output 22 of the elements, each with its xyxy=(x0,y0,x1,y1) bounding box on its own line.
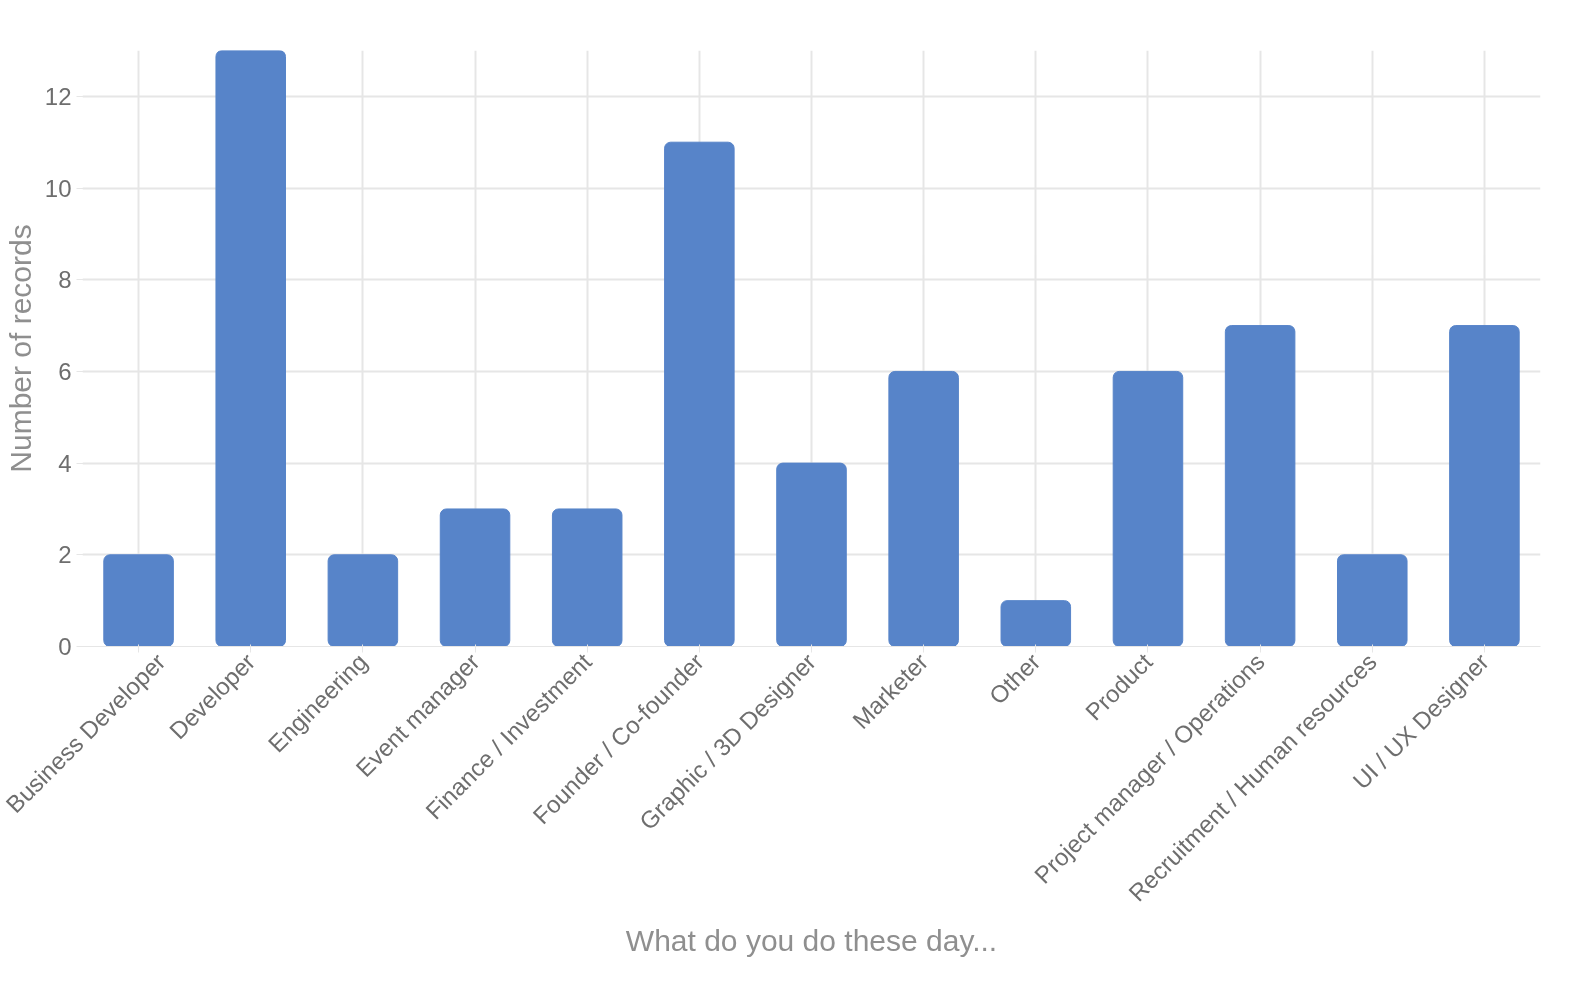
y-tick-label: 0 xyxy=(58,633,72,660)
bar xyxy=(1337,554,1408,647)
bar xyxy=(1000,600,1072,647)
y-tick-label: 6 xyxy=(58,357,72,385)
y-tick-label: 4 xyxy=(58,449,72,477)
y-tick-label: 10 xyxy=(44,174,72,202)
bar xyxy=(664,141,735,647)
bar xyxy=(215,50,286,647)
bar xyxy=(1449,325,1520,647)
bar xyxy=(888,370,959,647)
y-axis-title: Number of records xyxy=(3,224,37,473)
bar xyxy=(551,508,623,647)
y-tick-label: 2 xyxy=(58,541,72,569)
x-axis-title: What do you do these day... xyxy=(625,924,998,958)
y-tick-label: 12 xyxy=(44,82,72,110)
bar xyxy=(776,462,847,647)
bar xyxy=(1224,325,1296,647)
bar xyxy=(327,554,399,647)
bar xyxy=(439,508,511,647)
bar xyxy=(1112,370,1184,647)
y-tick-label: 8 xyxy=(58,266,72,294)
bar xyxy=(103,554,174,647)
